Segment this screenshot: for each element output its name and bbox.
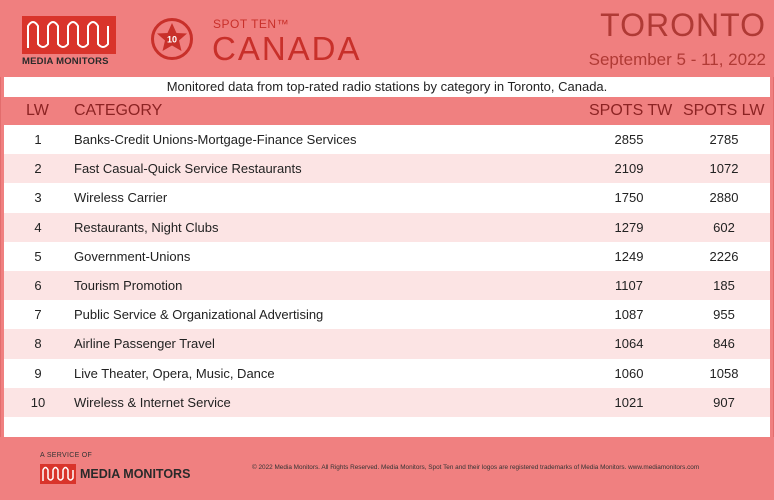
spots-lw-cell: 1072	[709, 161, 739, 177]
table-row: 4 Restaurants, Night Clubs 1279 602	[4, 212, 770, 242]
table-row: 7 Public Service & Organizational Advert…	[4, 300, 770, 330]
badge-number: 10	[167, 35, 177, 45]
table-body: 1 Banks-Credit Unions-Mortgage-Finance S…	[4, 125, 770, 417]
table-row: 9 Live Theater, Opera, Music, Dance 1060…	[4, 358, 770, 388]
spots-lw-cell: 2880	[709, 190, 739, 206]
spot-ten-label: SPOT TEN™	[213, 17, 290, 31]
spots-tw-cell: 1279	[614, 219, 644, 235]
rank-cell: 8	[34, 336, 42, 352]
rank-cell: 2	[34, 161, 42, 177]
header-spots-lw: SPOTS LW	[683, 102, 765, 119]
table-row: 3 Wireless Carrier 1750 2880	[4, 183, 770, 213]
rank-cell: 10	[30, 394, 46, 410]
spots-tw-cell: 1060	[614, 365, 644, 381]
rank-cell: 4	[34, 219, 42, 235]
footer-logo-text: MEDIA MONITORS	[80, 467, 191, 481]
category-cell: Live Theater, Opera, Music, Dance	[74, 365, 275, 381]
category-cell: Banks-Credit Unions-Mortgage-Finance Ser…	[74, 132, 357, 147]
rank-cell: 3	[34, 190, 42, 206]
spots-lw-cell: 185	[713, 277, 735, 293]
spots-tw-cell: 2109	[614, 161, 644, 177]
table-row: 6 Tourism Promotion 1107 185	[4, 270, 770, 301]
spots-lw-cell: 2226	[709, 248, 739, 264]
service-label: A SERVICE OF	[40, 452, 93, 459]
rank-cell: 6	[34, 277, 42, 293]
spots-tw-cell: 1021	[614, 394, 644, 410]
footer-waveform-icon	[40, 464, 76, 484]
city-title: TORONTO	[600, 7, 766, 43]
table-row: 1 Banks-Credit Unions-Mortgage-Finance S…	[4, 125, 770, 155]
spots-tw-cell: 1107	[615, 277, 643, 293]
spots-lw-cell: 907	[713, 394, 735, 410]
date-range: September 5 - 11, 2022	[588, 50, 766, 69]
footer-logo: MEDIA MONITORS	[40, 464, 210, 486]
table-row: 5 Government-Unions 1249 2226	[4, 241, 770, 271]
category-cell: Wireless Carrier	[74, 190, 168, 206]
table-row: 2 Fast Casual-Quick Service Restaurants …	[4, 154, 770, 184]
category-cell: Public Service & Organizational Advertis…	[74, 307, 324, 323]
country-title: CANADA	[212, 30, 362, 67]
category-cell: Tourism Promotion	[74, 277, 183, 293]
spot-ten-badge-icon: 10	[150, 17, 194, 61]
spots-tw-cell: 2855	[614, 132, 644, 147]
spots-lw-cell: 846	[713, 336, 735, 352]
spots-tw-cell: 1064	[614, 336, 644, 352]
rank-cell: 7	[34, 307, 42, 323]
copyright-text: © 2022 Media Monitors. All Rights Reserv…	[252, 464, 700, 471]
table-spacer	[4, 417, 770, 437]
spots-lw-cell: 955	[713, 307, 735, 323]
category-cell: Fast Casual-Quick Service Restaurants	[74, 161, 302, 177]
table-row: 10 Wireless & Internet Service 1021 907	[4, 387, 770, 417]
spots-lw-cell: 1058	[709, 365, 739, 381]
subtitle: Monitored data from top-rated radio stat…	[4, 77, 770, 97]
rank-cell: 1	[34, 132, 42, 147]
spots-lw-cell: 602	[713, 219, 735, 235]
rank-cell: 9	[34, 365, 42, 381]
header-category: CATEGORY	[74, 102, 163, 119]
header-lw: LW	[26, 102, 49, 119]
rank-cell: 5	[34, 248, 42, 264]
spots-tw-cell: 1249	[614, 248, 644, 264]
header-spots-tw: SPOTS TW	[589, 102, 673, 119]
category-cell: Airline Passenger Travel	[74, 336, 215, 352]
spots-tw-cell: 1087	[614, 307, 644, 323]
logo-text: MEDIA MONITORS	[22, 56, 109, 67]
footer: A SERVICE OF MEDIA MONITORS © 2022 Media…	[0, 437, 774, 500]
waveform-logo-icon	[22, 16, 116, 54]
spots-lw-cell: 2785	[709, 132, 739, 147]
category-cell: Government-Unions	[74, 248, 191, 264]
table-row: 8 Airline Passenger Travel 1064 846	[4, 329, 770, 359]
table-header: LW CATEGORY SPOTS TW SPOTS LW	[4, 97, 770, 125]
category-cell: Restaurants, Night Clubs	[74, 219, 219, 235]
spots-tw-cell: 1750	[614, 190, 644, 206]
category-cell: Wireless & Internet Service	[74, 394, 231, 410]
media-monitors-logo: MEDIA MONITORS	[22, 16, 116, 67]
header: MEDIA MONITORS 10 SPOT TEN™ CANADA TORON…	[0, 0, 774, 77]
